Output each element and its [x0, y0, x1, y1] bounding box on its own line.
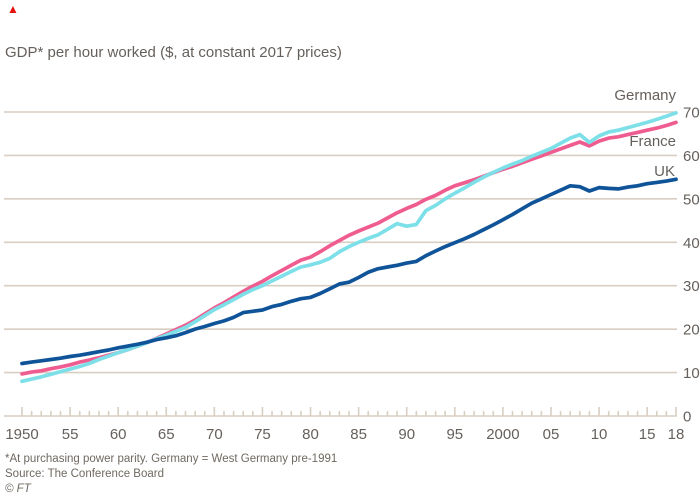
x-tick-label-1995: 95: [446, 426, 463, 443]
series-line-uk: [20, 177, 678, 366]
chart-footnote: *At purchasing power parity. Germany = W…: [5, 453, 338, 465]
x-tick-label-2000: 2000: [486, 426, 519, 443]
y-tick-label-40: 40: [683, 235, 700, 252]
y-tick-label-30: 30: [683, 278, 700, 295]
x-tick-label-2015: 15: [639, 426, 656, 443]
y-tick-label-70: 70: [683, 105, 700, 122]
y-tick-label-60: 60: [683, 148, 700, 165]
series-label-uk: UK: [654, 163, 675, 180]
x-tick-label-2018: 18: [668, 426, 685, 443]
x-tick-label-1960: 60: [110, 426, 127, 443]
x-tick-label-2010: 10: [591, 426, 608, 443]
x-tick-label-1965: 65: [158, 426, 175, 443]
series-label-germany: Germany: [614, 87, 676, 104]
series-line-germany: [20, 111, 678, 384]
y-tick-label-10: 10: [683, 365, 700, 382]
x-tick-label-1955: 55: [62, 426, 79, 443]
chart-title: GDP* per hour worked ($, at constant 201…: [5, 44, 342, 61]
series-label-france: France: [629, 133, 676, 150]
x-tick-label-1970: 70: [206, 426, 223, 443]
y-tick-label-20: 20: [683, 322, 700, 339]
red-triangle-icon: ▲: [7, 2, 19, 16]
x-tick-label-1985: 85: [350, 426, 367, 443]
y-tick-label-0: 0: [683, 409, 691, 426]
x-tick-label-2005: 05: [543, 426, 560, 443]
x-tick-label-1950: 1950: [5, 426, 38, 443]
ft-copyright: © FT: [5, 483, 31, 495]
x-tick-label-1990: 90: [398, 426, 415, 443]
x-tick-label-1975: 75: [254, 426, 271, 443]
chart-source: Source: The Conference Board: [5, 468, 164, 480]
x-tick-label-1980: 80: [302, 426, 319, 443]
y-tick-label-50: 50: [683, 191, 700, 208]
